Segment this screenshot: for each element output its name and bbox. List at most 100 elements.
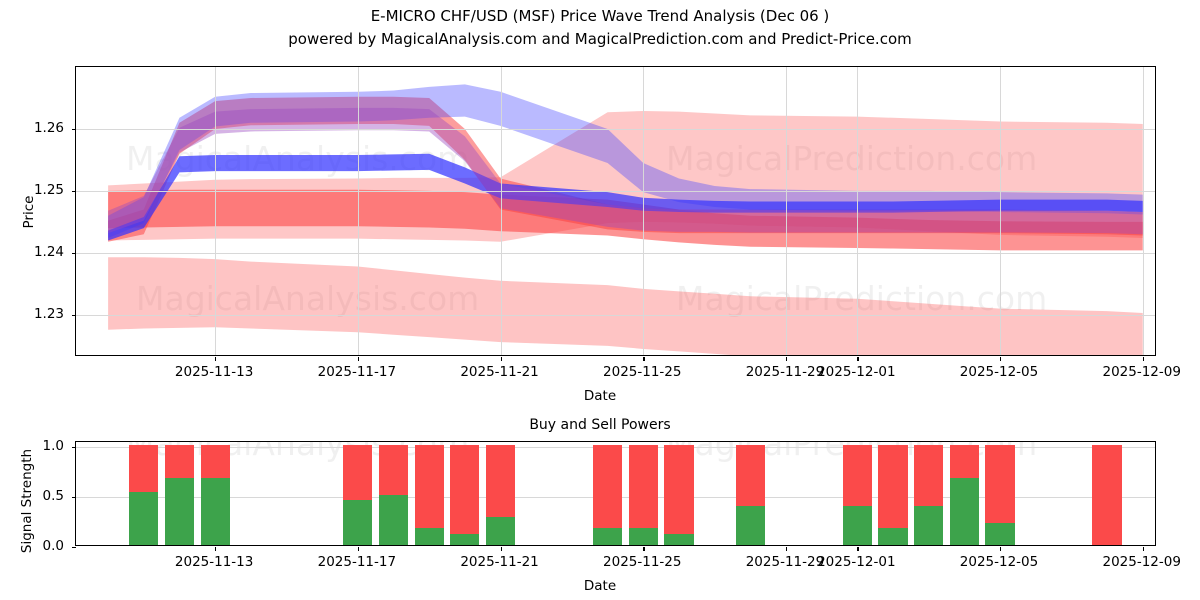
x-tick-label: 2025-11-17 — [317, 554, 397, 570]
buy-power-segment — [735, 506, 765, 545]
buy-power-segment — [164, 478, 195, 545]
sell-power-segment — [1092, 445, 1122, 545]
x-tick-mark — [857, 357, 859, 361]
gridline-horizontal — [76, 314, 1155, 316]
sell-power-segment — [985, 445, 1015, 523]
sell-power-segment — [200, 445, 230, 478]
buy-power-segment — [842, 506, 872, 545]
price-band-red-wave-upper-plateau — [108, 96, 1143, 242]
x-tick-mark — [643, 357, 645, 361]
buy-power-segment — [450, 534, 480, 545]
bar-2025-11-12[interactable] — [164, 445, 195, 545]
price-band-support-band-lower-red — [108, 257, 1143, 355]
x-tick-mark — [215, 357, 217, 361]
y-tick-label: 1.0 — [42, 438, 64, 454]
gridline-vertical — [215, 67, 217, 355]
bar-2025-11-18[interactable] — [378, 445, 409, 545]
buy-sell-y-axis-title: Signal Strength — [19, 448, 35, 554]
page-title-line-1: E-MICRO CHF/USD (MSF) Price Wave Trend A… — [370, 7, 830, 25]
y-tick-mark — [72, 128, 76, 131]
bar-2025-11-25[interactable] — [628, 445, 658, 545]
x-tick-mark — [500, 547, 502, 551]
bar-2025-12-02[interactable] — [878, 445, 908, 545]
buy-power-segment — [878, 528, 908, 545]
bar-2025-12-01[interactable] — [842, 445, 872, 545]
x-tick-label: 2025-12-01 — [817, 364, 896, 380]
gridline-vertical — [1000, 67, 1002, 355]
x-tick-label: 2025-11-21 — [460, 364, 539, 380]
buy-sell-x-axis-title: Date — [583, 578, 617, 594]
sell-power-segment — [164, 445, 195, 478]
x-tick-label: 2025-12-01 — [817, 554, 896, 570]
gridline-horizontal — [76, 252, 1155, 254]
bar-2025-12-05[interactable] — [985, 445, 1015, 545]
sell-power-segment — [735, 445, 765, 506]
x-tick-label: 2025-11-29 — [745, 554, 825, 570]
buy-power-segment — [414, 528, 444, 545]
gridline-horizontal — [76, 128, 1155, 130]
x-tick-label: 2025-11-29 — [745, 364, 825, 380]
sell-power-segment — [129, 445, 159, 492]
gridline-vertical — [857, 67, 859, 355]
bar-2025-11-19[interactable] — [414, 445, 444, 545]
x-tick-mark — [857, 547, 859, 551]
x-tick-label: 2025-12-05 — [959, 364, 1039, 380]
x-tick-label: 2025-11-21 — [460, 554, 539, 570]
price-wave-y-axis-title: Price — [21, 195, 37, 229]
x-tick-mark — [785, 547, 788, 551]
bar-2025-11-13[interactable] — [200, 445, 230, 545]
y-tick-label: 1.24 — [33, 243, 64, 260]
bar-2025-11-11[interactable] — [129, 445, 159, 545]
sell-power-segment — [378, 445, 409, 495]
bar-2025-11-26[interactable] — [664, 445, 694, 545]
gridline-vertical — [785, 67, 787, 355]
buy-power-segment — [628, 528, 658, 545]
x-tick-mark — [357, 357, 360, 361]
y-tick-mark — [72, 497, 76, 499]
x-tick-mark — [1142, 357, 1145, 361]
x-tick-label: 2025-11-13 — [174, 364, 254, 380]
sell-power-segment — [485, 445, 516, 517]
x-tick-label: 2025-12-09 — [1102, 364, 1181, 380]
buy-power-segment — [592, 528, 623, 545]
buy-power-segment — [949, 478, 979, 545]
bar-2025-12-03[interactable] — [914, 445, 944, 545]
gridline-horizontal — [76, 190, 1155, 192]
buy-power-segment — [985, 523, 1015, 545]
x-tick-mark — [500, 357, 502, 361]
buy-sell-powers-title: Buy and Sell Powers — [529, 417, 671, 433]
bar-2025-11-20[interactable] — [450, 445, 480, 545]
x-tick-mark — [643, 547, 645, 551]
sell-power-segment — [842, 445, 872, 506]
sell-power-segment — [628, 445, 658, 528]
x-tick-label: 2025-12-05 — [959, 554, 1039, 570]
sell-power-segment — [450, 445, 480, 534]
bar-2025-11-17[interactable] — [343, 445, 373, 545]
bar-2025-12-08[interactable] — [1092, 445, 1122, 545]
gridline-vertical — [643, 67, 645, 355]
x-tick-mark — [1000, 357, 1002, 361]
sell-power-segment — [343, 445, 373, 500]
buy-power-segment — [378, 495, 409, 545]
x-tick-mark — [215, 547, 217, 551]
bar-2025-11-24[interactable] — [592, 445, 623, 545]
x-tick-label: 2025-11-25 — [603, 364, 682, 380]
buy-power-segment — [343, 500, 373, 545]
x-tick-mark — [785, 357, 788, 361]
bar-2025-12-04[interactable] — [949, 445, 979, 545]
y-tick-label: 1.26 — [33, 119, 64, 136]
sell-power-segment — [949, 445, 979, 478]
sell-power-segment — [914, 445, 944, 506]
y-tick-mark — [72, 190, 76, 193]
bar-2025-11-21[interactable] — [485, 445, 516, 545]
x-tick-label: 2025-11-17 — [317, 364, 397, 380]
x-tick-label: 2025-12-09 — [1102, 554, 1181, 570]
buy-power-segment — [664, 534, 694, 545]
x-tick-mark — [1142, 547, 1145, 551]
buy-sell-plot-area: MagicalAnalysis.com MagicalPrediction.co… — [76, 442, 1155, 545]
bar-2025-11-28[interactable] — [735, 445, 765, 545]
x-tick-label: 2025-11-25 — [603, 554, 682, 570]
x-tick-label: 2025-11-13 — [174, 554, 254, 570]
price-wave-x-axis-title: Date — [583, 388, 617, 404]
